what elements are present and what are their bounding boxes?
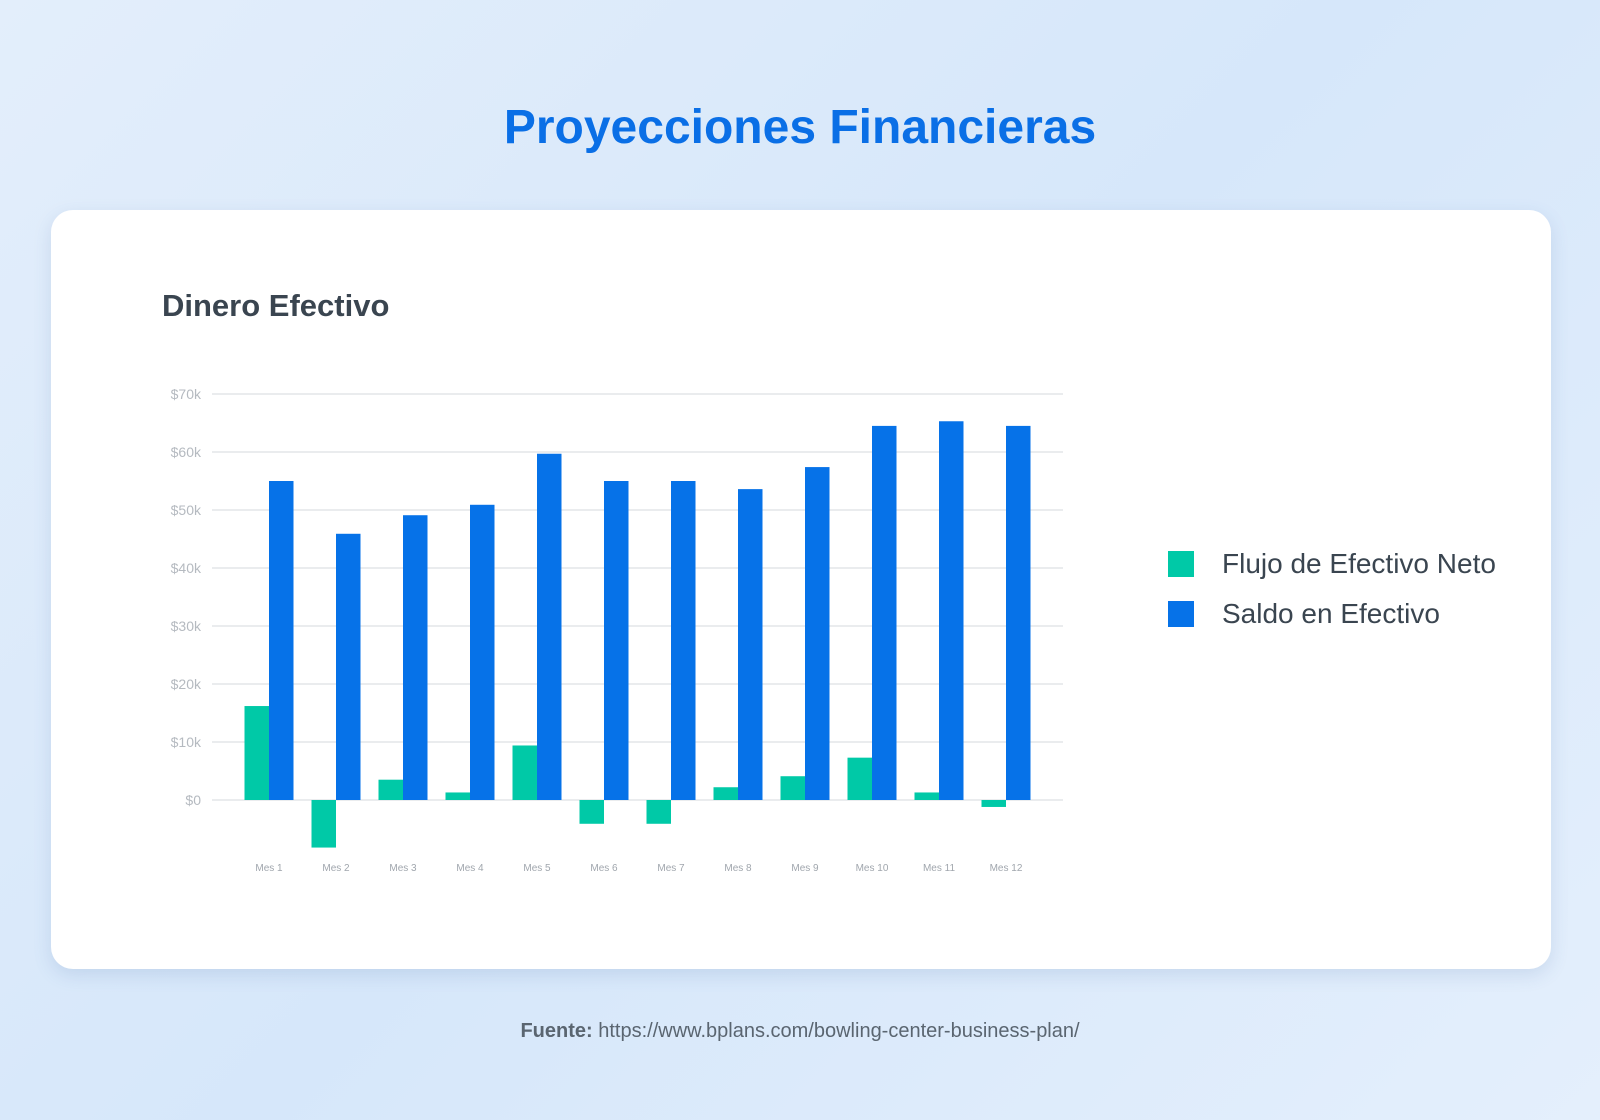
bar-saldo <box>403 515 428 800</box>
x-tick-label: Mes 3 <box>389 863 417 874</box>
y-tick-label: $70k <box>171 386 202 402</box>
source-url[interactable]: https://www.bplans.com/bowling-center-bu… <box>598 1020 1080 1042</box>
y-tick-label: $0 <box>185 792 201 808</box>
x-tick-label: Mes 12 <box>990 863 1023 874</box>
legend-swatch <box>1168 551 1194 577</box>
y-tick-label: $10k <box>171 734 202 750</box>
x-tick-label: Mes 2 <box>322 863 350 874</box>
bar-flujo <box>713 787 738 800</box>
bar-flujo <box>378 779 403 800</box>
y-tick-label: $40k <box>171 560 202 576</box>
bar-saldo <box>805 467 830 800</box>
bar-saldo <box>738 489 763 800</box>
bar-flujo <box>981 800 1006 807</box>
x-tick-label: Mes 10 <box>856 863 889 874</box>
bar-saldo <box>269 481 294 800</box>
y-tick-label: $30k <box>171 618 202 634</box>
source-label: Fuente: <box>520 1020 593 1042</box>
bar-saldo <box>470 504 495 800</box>
bar-flujo <box>445 792 470 800</box>
page-title: Proyecciones Financieras <box>503 101 1097 154</box>
y-tick-label: $20k <box>171 676 202 692</box>
x-tick-label: Mes 6 <box>590 863 618 874</box>
bar-flujo <box>847 757 872 800</box>
x-tick-label: Mes 9 <box>791 863 819 874</box>
x-tick-label: Mes 5 <box>523 863 551 874</box>
bar-saldo <box>872 425 897 800</box>
chart-title: Dinero Efectivo <box>162 288 390 323</box>
legend-item-flujo: Flujo de Efectivo Neto <box>1168 548 1496 580</box>
legend-label: Saldo en Efectivo <box>1222 598 1440 629</box>
legend-item-saldo: Saldo en Efectivo <box>1168 598 1440 630</box>
bar-saldo <box>336 533 361 800</box>
x-tick-label: Mes 11 <box>923 863 955 874</box>
bar-saldo <box>939 421 964 800</box>
bar-flujo <box>579 800 604 824</box>
bar-flujo <box>311 800 336 848</box>
source-note: Fuente: https://www.bplans.com/bowling-c… <box>0 1020 1600 1043</box>
bar-flujo <box>780 776 805 800</box>
bar-saldo <box>537 453 562 800</box>
bar-flujo <box>244 706 269 800</box>
bar-saldo <box>671 481 696 800</box>
legend-swatch <box>1168 601 1194 627</box>
x-tick-label: Mes 1 <box>255 863 283 874</box>
bar-flujo <box>646 800 671 824</box>
bar-saldo <box>604 481 629 800</box>
bar-flujo <box>914 792 939 800</box>
bar-flujo <box>512 745 537 800</box>
x-tick-label: Mes 8 <box>724 863 752 874</box>
y-tick-label: $60k <box>171 444 202 460</box>
y-tick-label: $50k <box>171 502 202 518</box>
bar-saldo <box>1006 425 1031 800</box>
x-tick-label: Mes 4 <box>456 863 484 874</box>
chart-card <box>51 210 1551 969</box>
legend-label: Flujo de Efectivo Neto <box>1222 548 1496 579</box>
x-tick-label: Mes 7 <box>657 863 685 874</box>
